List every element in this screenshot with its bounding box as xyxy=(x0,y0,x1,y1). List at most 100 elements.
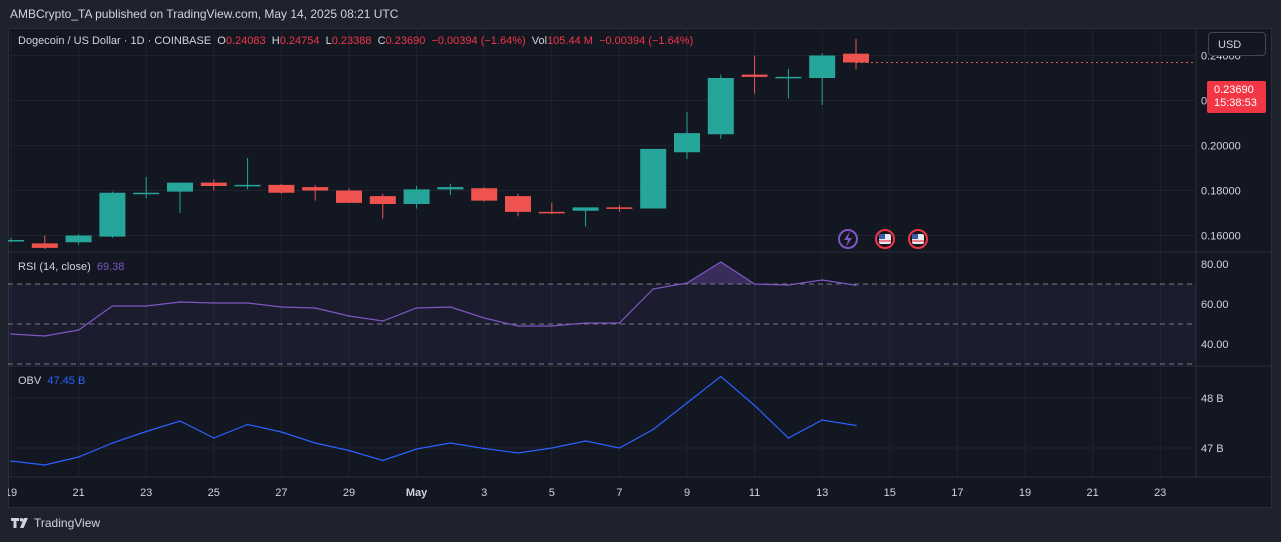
symbol-label[interactable]: Dogecoin / US Dollar · 1D · COINBASE xyxy=(18,35,212,47)
obv-point xyxy=(720,375,722,378)
change-value: −0.00394 (−1.64%) xyxy=(431,35,526,47)
time-tick-label: 21 xyxy=(1086,487,1098,499)
low-value: 0.23388 xyxy=(331,35,372,47)
candle-body xyxy=(505,196,531,212)
obv-point xyxy=(10,460,12,462)
lightning-icon xyxy=(844,231,852,247)
candle-body xyxy=(640,148,667,209)
obv-point xyxy=(787,437,790,439)
obv-point xyxy=(213,437,215,439)
rsi-point xyxy=(449,306,452,308)
candle-body xyxy=(403,189,430,204)
obv-point xyxy=(179,420,181,422)
candle-body xyxy=(167,182,193,192)
rsi-value: 69.38 xyxy=(96,261,125,273)
time-tick-label: 15 xyxy=(884,487,896,499)
rsi-point xyxy=(382,320,384,322)
time-tick-label: 5 xyxy=(549,487,555,499)
obv-legend[interactable]: OBV 47.45 B xyxy=(18,375,85,387)
candle-body xyxy=(471,188,498,201)
price-tick-label: 0.18000 xyxy=(1201,186,1241,198)
rsi-point xyxy=(415,307,418,309)
obv-point xyxy=(652,428,654,431)
obv-point xyxy=(280,431,283,433)
candle-body xyxy=(674,133,700,153)
time-tick-label: 27 xyxy=(275,487,287,499)
rsi-point xyxy=(855,284,857,287)
obv-point xyxy=(821,419,823,421)
obv-point xyxy=(77,456,80,458)
rsi-point xyxy=(551,325,553,327)
currency-button[interactable]: USD xyxy=(1208,32,1266,56)
rsi-point xyxy=(246,302,249,304)
flag-canton xyxy=(912,234,918,239)
rsi-point xyxy=(44,335,46,337)
candle-body xyxy=(707,78,734,135)
obv-tick-label: 48 B xyxy=(1201,393,1224,405)
rsi-point xyxy=(517,325,519,327)
flag-canton xyxy=(879,234,885,239)
price-tick-label: 0.20000 xyxy=(1201,141,1241,153)
footer-brand-label: TradingView xyxy=(34,516,101,530)
obv-line xyxy=(10,375,857,466)
obv-point xyxy=(551,447,553,449)
rsi-point xyxy=(213,302,215,304)
candle-body xyxy=(31,243,58,248)
candle-body xyxy=(234,184,261,187)
obv-tick-label: 47 B xyxy=(1201,443,1224,455)
obv-point xyxy=(314,442,317,444)
close-label: C xyxy=(377,35,386,47)
last-price-value: 0.23690 xyxy=(1214,84,1254,96)
rsi-label: RSI (14, close) xyxy=(18,261,91,273)
obv-label: OBV xyxy=(18,375,42,387)
obv-point xyxy=(246,423,249,426)
candle-body xyxy=(8,240,24,242)
economic-event-icon xyxy=(875,229,895,249)
obv-point xyxy=(483,447,486,450)
rsi-point xyxy=(753,283,756,285)
obv-point xyxy=(111,442,114,444)
rsi-legend[interactable]: RSI (14, close) 69.38 xyxy=(18,261,124,273)
volume-value: 105.44 M xyxy=(547,35,593,47)
candle-body xyxy=(809,55,836,78)
low-label: L xyxy=(325,35,332,47)
time-tick-label: 23 xyxy=(1154,487,1166,499)
close-value: 0.23690 xyxy=(385,35,426,47)
footer-brand[interactable]: TradingView xyxy=(10,516,100,530)
rsi-overbought-fill xyxy=(687,262,755,284)
candle-body xyxy=(843,53,869,63)
obv-point xyxy=(855,424,857,427)
obv-point xyxy=(44,464,46,466)
candle-body xyxy=(572,207,599,211)
rsi-point xyxy=(686,282,688,284)
rsi-point xyxy=(77,329,80,331)
bar-countdown: 15:38:53 xyxy=(1214,97,1257,109)
candle-body xyxy=(200,182,227,186)
candle-body xyxy=(606,207,633,209)
time-tick-label: 11 xyxy=(749,487,760,499)
time-tick-label: 19 xyxy=(1019,487,1031,499)
candle-body xyxy=(741,74,768,77)
obv-point xyxy=(382,459,384,462)
publisher-line: AMBCrypto_TA published on TradingView.co… xyxy=(10,7,399,21)
rsi-line xyxy=(10,261,857,337)
candle-body xyxy=(302,187,329,191)
rsi-point xyxy=(10,333,12,335)
rsi-point xyxy=(787,284,790,286)
rsi-point xyxy=(145,305,147,307)
ohlc-legend: Dogecoin / US Dollar · 1D · COINBASE O 0.… xyxy=(18,35,693,47)
chart-svg[interactable]: 0.160000.180000.200000.220000.2400040.00… xyxy=(8,28,1272,508)
chart-frame[interactable] xyxy=(8,28,1272,508)
time-tick-label: 19 xyxy=(8,487,17,499)
rsi-point xyxy=(720,261,722,263)
candle-body xyxy=(369,196,396,204)
candle-body xyxy=(437,187,464,190)
obv-value: 47.45 B xyxy=(47,375,86,387)
rsi-point xyxy=(821,279,823,281)
rsi-tick-label: 60.00 xyxy=(1201,299,1229,311)
rsi-point xyxy=(348,315,350,317)
open-label: O xyxy=(217,35,226,47)
high-value: 0.24754 xyxy=(279,35,320,47)
rsi-point xyxy=(618,322,621,324)
obv-point xyxy=(449,442,452,444)
